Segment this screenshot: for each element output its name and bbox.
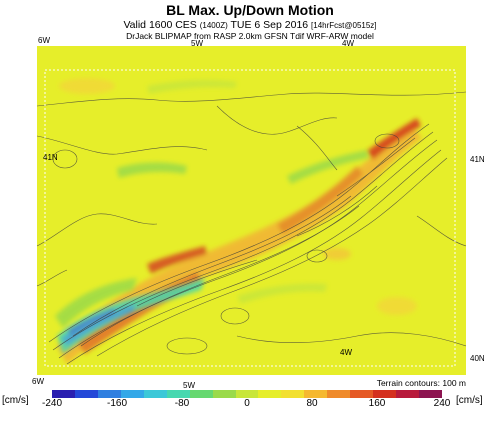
colorbar-tick-label: 160: [368, 398, 386, 409]
colorbar-segment: [258, 390, 282, 398]
colorbar-segment: [373, 390, 397, 398]
colorbar-tick-label: 0: [244, 398, 250, 409]
colorbar-unit-right: [cm/s]: [456, 395, 483, 406]
model-domain-frame: [44, 69, 456, 367]
colorbar-segment: [52, 390, 75, 398]
lat-label-40n-right: 40N: [470, 354, 485, 363]
colorbar-tick-label: 240: [433, 398, 451, 409]
colorbar: [52, 390, 442, 398]
forecast-hour: [14hrFcst@0515z]: [311, 21, 377, 30]
colorbar-segment: [281, 390, 305, 398]
lon-label-6w-top: 6W: [38, 36, 50, 45]
colorbar-segment: [120, 390, 144, 398]
valid-time: Valid 1600 CES (1400Z) TUE 6 Sep 2016 [1…: [0, 19, 500, 31]
colorbar-segment: [419, 390, 442, 398]
lon-label-4w-inner: 4W: [340, 348, 352, 357]
valid-date: TUE 6 Sep 2016: [230, 19, 309, 31]
lat-label-41n-right: 41N: [470, 155, 485, 164]
colorbar-segment: [189, 390, 213, 398]
colorbar-tick-label: -160: [106, 398, 128, 409]
colorbar-segment: [166, 390, 190, 398]
colorbar-tick-label: -240: [41, 398, 63, 409]
terrain-contours: [37, 91, 466, 365]
colorbar-segment: [97, 390, 121, 398]
colorbar-segment: [143, 390, 167, 398]
colorbar-segment: [235, 390, 259, 398]
map-title: BL Max. Up/Down Motion: [166, 2, 334, 18]
colorbar-unit-left: [cm/s]: [2, 395, 29, 406]
colorbar-segment: [327, 390, 351, 398]
lon-label-6w-bottom: 6W: [32, 377, 44, 386]
terrain-contour-note: Terrain contours: 100 m: [376, 378, 466, 388]
lon-label-4w-top: 4W: [342, 39, 354, 48]
lon-label-5w-bottom: 5W: [183, 381, 195, 390]
colorbar-segment: [74, 390, 98, 398]
lon-label-5w-top: 5W: [191, 39, 203, 48]
colorbar-tick-label: 80: [306, 398, 318, 409]
colorbar-segment: [350, 390, 374, 398]
model-description: DrJack BLIPMAP from RASP 2.0km GFSN Tdif…: [126, 31, 374, 41]
colorbar-segment: [396, 390, 419, 398]
lat-label-41n-left: 41N: [43, 153, 58, 162]
downward-motion-areas: [55, 79, 369, 354]
colorbar-segment: [212, 390, 236, 398]
colorbar-segment: [304, 390, 328, 398]
colorbar-tick-label: -80: [174, 398, 190, 409]
valid-local-time: Valid 1600 CES: [123, 19, 197, 31]
vertical-motion-map[interactable]: 41N 4W: [37, 46, 466, 375]
valid-utc-time: (1400Z): [199, 21, 228, 30]
